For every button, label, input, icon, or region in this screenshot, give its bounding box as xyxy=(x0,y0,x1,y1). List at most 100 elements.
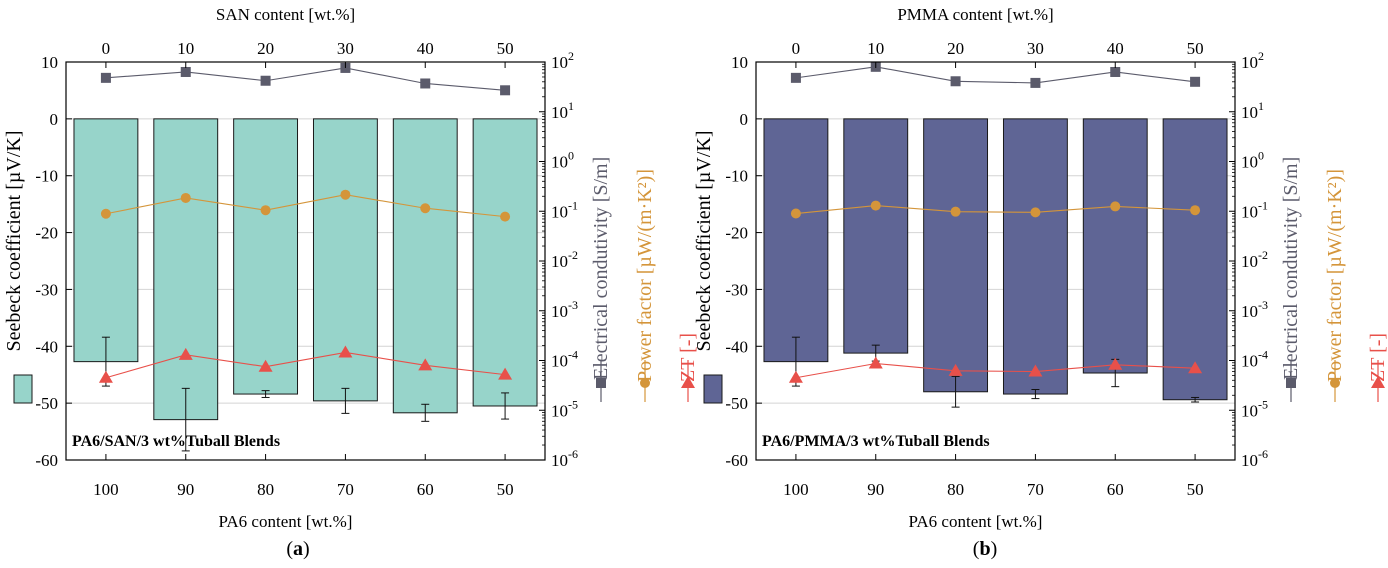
panel-annotation: PA6/PMMA/3 wt%Tuball Blends xyxy=(762,433,990,450)
seebeck-bar xyxy=(1162,118,1228,401)
zt-line xyxy=(105,351,506,379)
right-tick-base: 10 xyxy=(1241,302,1258,321)
top-tick-label: 30 xyxy=(337,39,354,58)
left-tick-label: -40 xyxy=(35,337,58,356)
right-tick-base: 10 xyxy=(551,153,568,172)
seebeck-legend-swatch xyxy=(703,374,723,404)
top-tick-label: 10 xyxy=(177,39,194,58)
power-factor-point xyxy=(100,208,111,219)
right-tick-base: 10 xyxy=(551,352,568,371)
top-tick-label: 40 xyxy=(417,39,434,58)
bottom-tick-label: 100 xyxy=(93,480,119,499)
power-factor-point xyxy=(870,200,881,211)
left-tick-label: -10 xyxy=(35,167,58,186)
right-tick-base: 10 xyxy=(551,202,568,221)
power-factor-line xyxy=(105,194,506,218)
top-axis-title: SAN content [wt.%] xyxy=(216,5,355,24)
power-factor-point xyxy=(260,205,271,216)
power-factor-legend-marker xyxy=(640,378,650,388)
right-tick-label: 10-3 xyxy=(551,298,578,321)
zt-point xyxy=(418,358,433,371)
left-tick-label: -30 xyxy=(725,280,748,299)
top-tick-label: 10 xyxy=(867,39,884,58)
seebeck-bar xyxy=(233,118,299,395)
left-tick-label: -20 xyxy=(725,224,748,243)
bottom-tick-label: 70 xyxy=(337,480,354,499)
panel-label-letter: a xyxy=(293,538,303,560)
power-factor-point xyxy=(950,206,961,217)
right-tick-exp: 1 xyxy=(1258,99,1264,113)
panel-label-open: ( xyxy=(973,538,980,560)
right-tick-base: 10 xyxy=(551,53,568,72)
left-tick-label: -10 xyxy=(725,167,748,186)
left-tick-label: -20 xyxy=(35,224,58,243)
right-tick-label: 10-6 xyxy=(1241,447,1268,470)
conductivity-legend-label: Electrical condutivity [S/m] xyxy=(1280,157,1302,380)
right-tick-base: 10 xyxy=(1241,153,1258,172)
panel-label-open: ( xyxy=(286,538,293,560)
panel-annotation: PA6/SAN/3 wt%Tuball Blends xyxy=(72,433,280,450)
bottom-tick-label: 50 xyxy=(497,480,514,499)
power-factor-point xyxy=(340,189,351,200)
zt-point xyxy=(258,359,273,372)
zt-point xyxy=(1108,357,1123,370)
zt-point xyxy=(1188,361,1203,374)
right-tick-label: 10-1 xyxy=(1241,198,1268,221)
bottom-tick-label: 50 xyxy=(1187,480,1204,499)
power-factor-point xyxy=(500,211,511,222)
top-tick-label: 50 xyxy=(497,39,514,58)
right-tick-label: 101 xyxy=(1241,99,1264,122)
conductivity-line xyxy=(795,66,1196,84)
power-factor-point xyxy=(1190,205,1201,216)
left-tick-label: 10 xyxy=(731,53,748,72)
right-tick-label: 101 xyxy=(551,99,574,122)
right-tick-exp: -6 xyxy=(1258,447,1268,461)
right-tick-exp: -4 xyxy=(1258,348,1268,362)
zt-point xyxy=(868,356,883,369)
right-tick-exp: 0 xyxy=(1258,149,1264,163)
left-tick-label: 0 xyxy=(50,110,59,129)
zt-point xyxy=(98,370,113,383)
left-tick-label: -50 xyxy=(725,394,748,413)
right-tick-base: 10 xyxy=(1241,451,1258,470)
right-tick-exp: -5 xyxy=(568,397,578,411)
right-tick-label: 10-5 xyxy=(1241,397,1268,420)
top-tick-label: 0 xyxy=(792,39,801,58)
zt-point xyxy=(338,345,353,358)
zt-legend-label: ZT [-] xyxy=(1367,333,1388,382)
seebeck-bar xyxy=(73,118,139,363)
bottom-tick-label: 80 xyxy=(947,480,964,499)
right-tick-base: 10 xyxy=(551,401,568,420)
right-tick-exp: -4 xyxy=(568,348,578,362)
right-tick-label: 100 xyxy=(1241,149,1264,172)
right-tick-base: 10 xyxy=(551,302,568,321)
seebeck-bar xyxy=(153,118,219,421)
right-tick-exp: -3 xyxy=(568,298,578,312)
right-tick-exp: -3 xyxy=(1258,298,1268,312)
right-tick-label: 10-3 xyxy=(1241,298,1268,321)
power-factor-point xyxy=(790,208,801,219)
left-tick-label: -60 xyxy=(725,451,748,470)
left-tick-label: -30 xyxy=(35,280,58,299)
right-tick-exp: -2 xyxy=(568,248,578,262)
left-tick-label: -50 xyxy=(35,394,58,413)
right-tick-exp: 2 xyxy=(568,49,574,63)
top-axis-title: PMMA content [wt.%] xyxy=(897,5,1053,24)
right-tick-label: 10-2 xyxy=(1241,248,1268,271)
bottom-tick-label: 90 xyxy=(177,480,194,499)
top-tick-label: 50 xyxy=(1187,39,1204,58)
power-factor-point xyxy=(420,203,431,214)
right-tick-exp: -5 xyxy=(1258,397,1268,411)
right-tick-exp: -1 xyxy=(568,198,578,212)
power-factor-line xyxy=(795,205,1196,215)
conductivity-point xyxy=(180,66,191,77)
panel-label-close: ) xyxy=(991,538,998,560)
zt-point xyxy=(948,363,963,376)
left-tick-label: 10 xyxy=(41,53,58,72)
left-tick-label: -60 xyxy=(35,451,58,470)
right-tick-exp: -6 xyxy=(568,447,578,461)
right-tick-label: 10-2 xyxy=(551,248,578,271)
